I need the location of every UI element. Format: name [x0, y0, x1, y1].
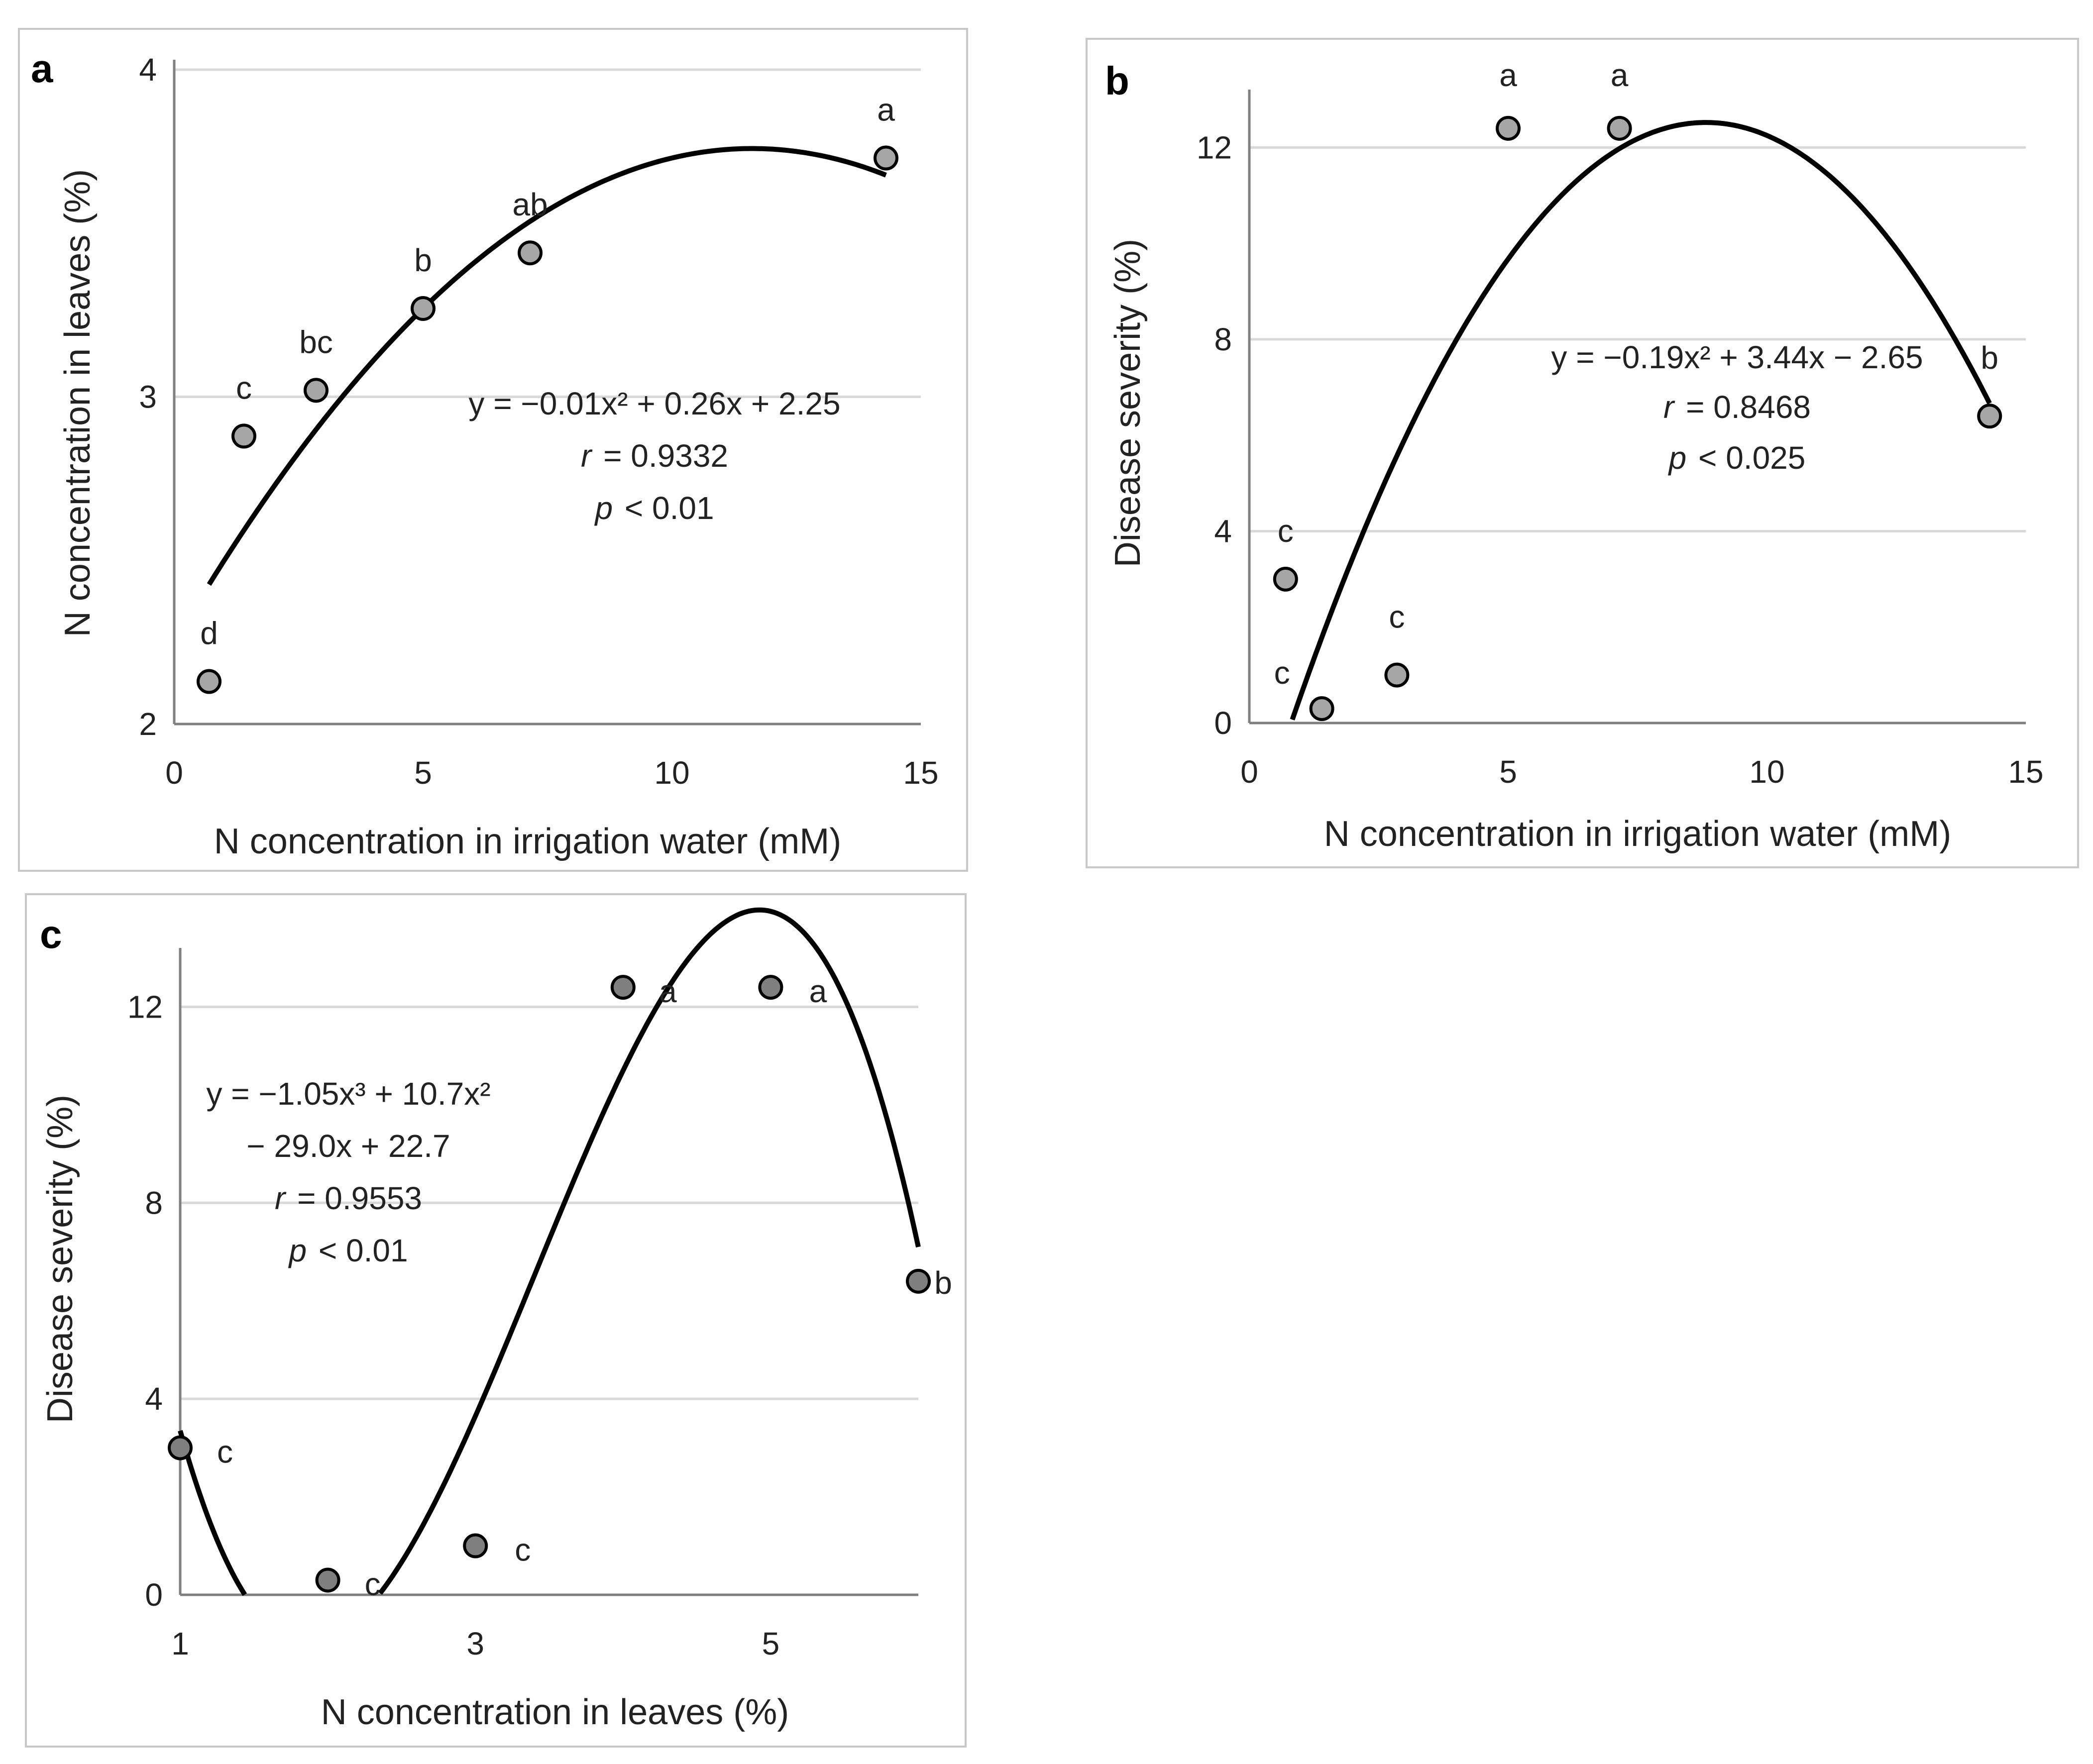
panel-c-significance-letter: c	[515, 1532, 531, 1568]
panel-b-equation: y = −0.19x² + 3.44x − 2.65	[1551, 339, 1923, 375]
panel-c-frame	[25, 893, 967, 1748]
panel-a-data-point	[197, 669, 221, 694]
panel-a-frame	[18, 28, 968, 872]
panel-a-data-point	[304, 378, 329, 403]
panel-b-label: b	[1105, 59, 1129, 103]
panel-a-x-axis-title: N concentration in irrigation water (mM)	[214, 822, 841, 861]
panel-a: a 2 3 4 0 5 10 15 d c bc b ab a y = −0.01x² + 0.26x …	[18, 28, 968, 872]
panel-b-significance-letter: c	[1274, 655, 1290, 691]
panel-c-y-tick-label: 12	[127, 989, 163, 1025]
panel-a-equation: y = −0.01x² + 0.26x + 2.25	[468, 386, 840, 421]
panel-c-significance-letter: a	[659, 973, 677, 1009]
panel-c-x-tick-label: 5	[762, 1626, 780, 1661]
panel-b-significance-letter: c	[1278, 513, 1294, 549]
panel-c-x-axis-title: N concentration in leaves (%)	[321, 1692, 789, 1732]
panel-c-data-point	[463, 1533, 488, 1558]
panel-b-plot: 0 4 8 12 0 5 10 15 c c c a a b	[1197, 57, 2044, 790]
panel-a-x-tick-label: 5	[414, 755, 432, 791]
panel-b-significance-letter: a	[1499, 57, 1517, 93]
panel-b: b 0 4 8 12 0 5 10 15 c c c a a b y = −0.19x² + 3.44x …	[1086, 38, 2079, 868]
panel-b-y-tick-label: 0	[1214, 705, 1232, 741]
panel-b-x-axis-title: N concentration in irrigation water (mM)	[1324, 814, 1951, 854]
panel-a-data-point	[411, 296, 436, 321]
panel-b-r-value: r = 0.8468	[1663, 389, 1811, 425]
panel-b-p-value: p < 0.025	[1668, 440, 1806, 476]
panel-c-significance-letter: c	[365, 1566, 381, 1602]
panel-b-data-point	[1977, 404, 2002, 429]
panel-a-data-point	[874, 145, 898, 171]
panel-c-data-point	[758, 975, 783, 1000]
panel-b-y-tick-label: 4	[1214, 513, 1232, 549]
panel-b-x-tick-label: 15	[2008, 754, 2043, 790]
panel-b-significance-letter: b	[1981, 340, 1998, 376]
panel-b-fit-curve	[1290, 120, 1992, 721]
panel-b-data-point	[1607, 115, 1632, 141]
panel-b-data-point	[1496, 115, 1521, 141]
panel-b-data-point	[1384, 662, 1410, 688]
panel-a-x-tick-label: 15	[903, 755, 938, 791]
panel-c-significance-letter: c	[217, 1434, 233, 1470]
panel-a-y-tick-label: 2	[139, 706, 157, 742]
panel-a-x-tick-label: 0	[165, 755, 183, 791]
panel-c-data-point	[906, 1268, 931, 1294]
panel-b-x-tick-label: 0	[1240, 754, 1258, 790]
panel-c-fit-curve	[378, 907, 921, 1595]
panel-c-data-point	[315, 1567, 340, 1593]
panel-c-data-point	[168, 1435, 193, 1460]
panel-a-x-tick-label: 10	[654, 755, 689, 791]
panel-b-x-tick-label: 10	[1749, 754, 1784, 790]
panel-b-y-tick-label: 12	[1197, 129, 1232, 165]
panel-a-y-tick-label: 4	[139, 52, 157, 88]
panel-a-p-value: p < 0.01	[594, 490, 714, 526]
panel-c-y-tick-label: 8	[145, 1185, 163, 1221]
panel-b-y-tick-label: 8	[1214, 321, 1232, 357]
panel-b-significance-letter: c	[1389, 599, 1405, 635]
panel-b-frame	[1086, 38, 2079, 868]
panel-c-y-tick-label: 0	[145, 1577, 163, 1613]
panel-b-y-axis-title: Disease severity (%)	[1108, 239, 1148, 567]
panel-c-r-value: r = 0.9553	[275, 1180, 422, 1216]
panel-a-significance-letter: a	[877, 92, 895, 128]
panel-b-data-point	[1273, 566, 1298, 592]
panel-a-significance-letter: d	[200, 616, 218, 651]
panel-a-significance-letter: ab	[512, 187, 548, 222]
panel-c-significance-letter: b	[934, 1265, 952, 1301]
panel-c-plot: 0 4 8 12 1 3 5 c c c a a b	[127, 907, 952, 1661]
panel-a-r-value: r = 0.9332	[581, 438, 728, 474]
panel-b-data-point	[1309, 696, 1334, 722]
panel-c-equation-line-1: y = −1.05x³ + 10.7x²	[207, 1076, 491, 1112]
panel-a-significance-letter: b	[414, 242, 432, 278]
panel-a-plot: 2 3 4 0 5 10 15 d c bc b ab a	[139, 52, 938, 791]
panel-a-significance-letter: bc	[299, 324, 333, 360]
panel-c-y-tick-label: 4	[145, 1381, 163, 1417]
panel-a-data-point	[231, 423, 256, 449]
panel-a-significance-letter: c	[236, 370, 252, 406]
panel-c-y-axis-title: Disease severity (%)	[40, 1095, 80, 1423]
panel-c-label: c	[40, 912, 62, 956]
panel-b-significance-letter: a	[1611, 57, 1629, 93]
panel-a-data-point	[518, 240, 543, 266]
panel-c-data-point	[610, 975, 636, 1000]
panel-a-label: a	[31, 46, 53, 91]
panel-c-fit-curve	[178, 1430, 247, 1596]
panel-a-fit-curve	[207, 146, 887, 586]
panel-c-significance-letter: a	[809, 973, 827, 1009]
panel-c-x-tick-label: 3	[466, 1626, 484, 1661]
panel-b-x-tick-label: 5	[1499, 754, 1517, 790]
panel-a-y-axis-title: N concentration in leaves (%)	[58, 169, 98, 637]
panel-c-equation-line-2: − 29.0x + 22.7	[246, 1128, 450, 1164]
panel-a-y-tick-label: 3	[139, 379, 157, 415]
panel-c-x-tick-label: 1	[171, 1626, 189, 1661]
panel-c: c 0 4 8 12 1 3 5 c c c a a b y = −1.05x³ + 10.7x² − …	[25, 893, 967, 1748]
panel-c-p-value: p < 0.01	[288, 1233, 408, 1268]
